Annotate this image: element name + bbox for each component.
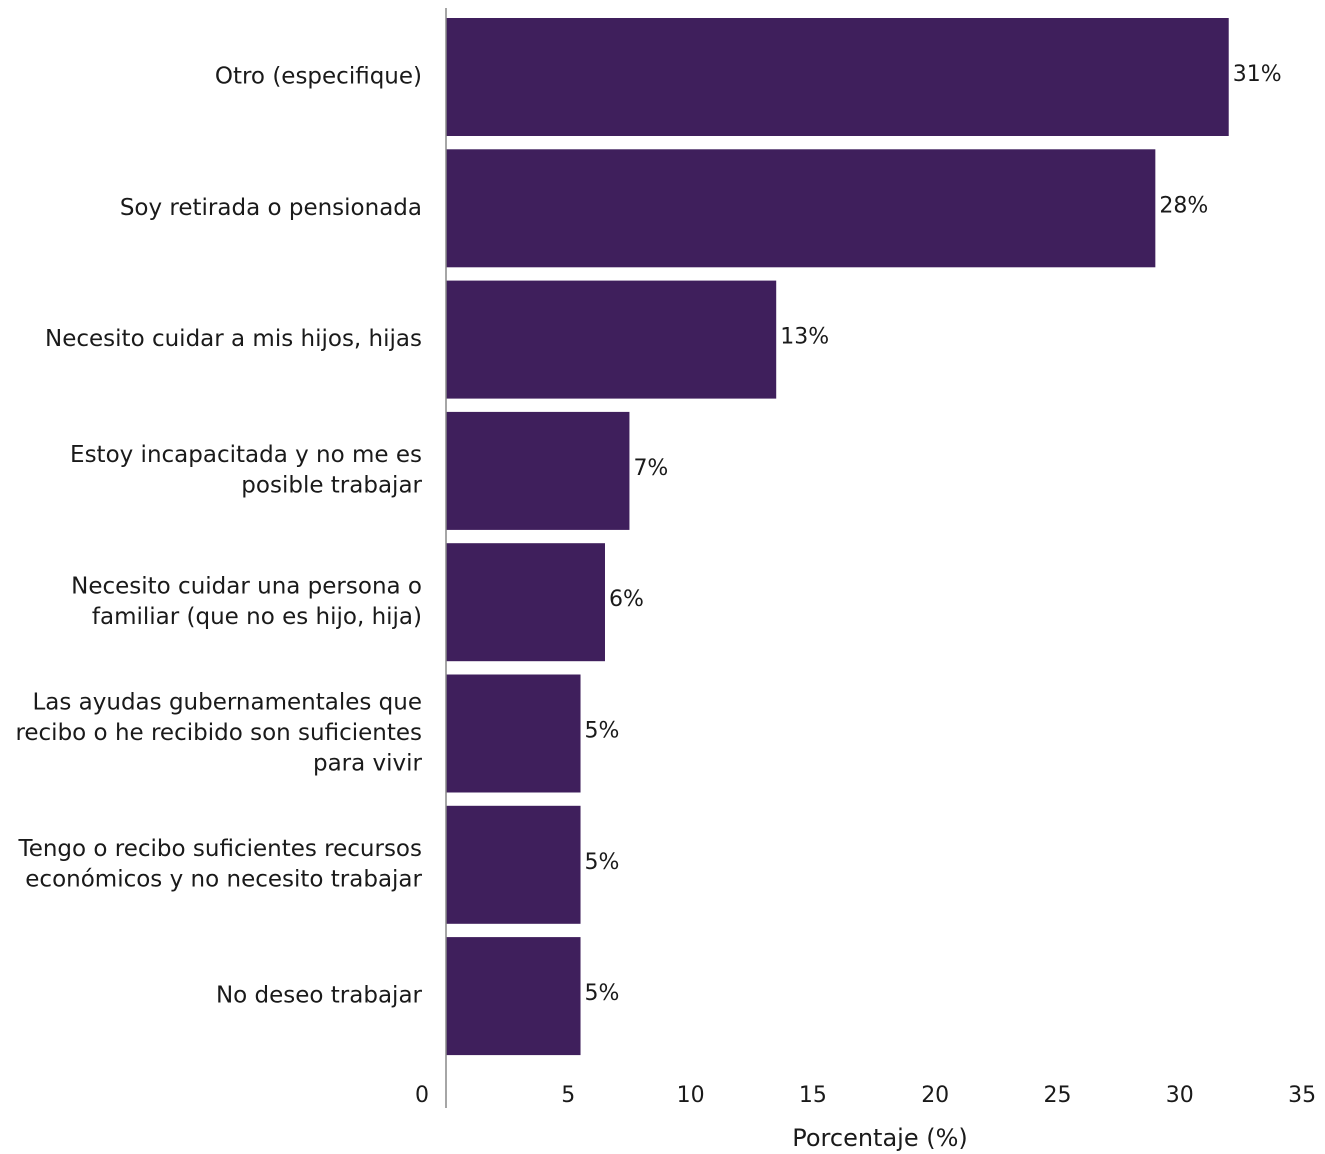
x-tick-20: 20 [921, 1083, 949, 1108]
bar-3 [446, 280, 777, 399]
bar-1 [446, 18, 1229, 136]
bar-4 [446, 411, 630, 530]
category-label-8: No deseo trabajar [216, 983, 423, 1009]
bars-group [446, 18, 1229, 1056]
bar-8 [446, 937, 581, 1056]
category-label-2: Soy retirada o pensionada [120, 195, 422, 221]
data-label-1: 31% [1233, 62, 1282, 87]
data-label-8: 5% [585, 981, 620, 1006]
x-tick-10: 10 [677, 1083, 705, 1108]
data-label-7: 5% [585, 850, 620, 875]
category-labels: Otro (especifique) Soy retirada o pension… [15, 64, 422, 1009]
x-axis-title: Porcentaje (%) [792, 1124, 968, 1152]
category-label-1: Otro (especifique) [215, 64, 422, 90]
data-label-2: 28% [1159, 193, 1208, 218]
category-label-7: Tengo o recibo suficientes recursos econó… [18, 836, 423, 893]
category-label-5: Necesito cuidar una persona o familiar (q… [71, 573, 422, 630]
x-tick-25: 25 [1044, 1083, 1072, 1108]
data-label-3: 13% [780, 325, 829, 350]
bar-5 [446, 543, 605, 662]
bar-2 [446, 149, 1156, 268]
category-label-6: Las ayudas gubernamentales que recibo o h… [15, 690, 422, 777]
category-label-4: Estoy incapacitada y no me es posible tra… [70, 442, 423, 499]
bar-6 [446, 674, 581, 793]
data-label-4: 7% [633, 456, 668, 481]
data-labels: 31% 28% 13% 7% 6% 5% 5% 5% [585, 62, 1282, 1006]
x-tick-35: 35 [1288, 1083, 1316, 1108]
x-tick-30: 30 [1166, 1083, 1194, 1108]
data-label-5: 6% [609, 587, 644, 612]
category-label-3: Necesito cuidar a mis hijos, hijas [45, 326, 422, 352]
x-tick-0: 0 [415, 1083, 429, 1108]
x-tick-15: 15 [799, 1083, 827, 1108]
bar-7 [446, 805, 581, 924]
x-axis-ticks: 0 5 10 15 20 25 30 35 [415, 1083, 1316, 1108]
x-tick-5: 5 [561, 1083, 575, 1108]
data-label-6: 5% [585, 719, 620, 744]
